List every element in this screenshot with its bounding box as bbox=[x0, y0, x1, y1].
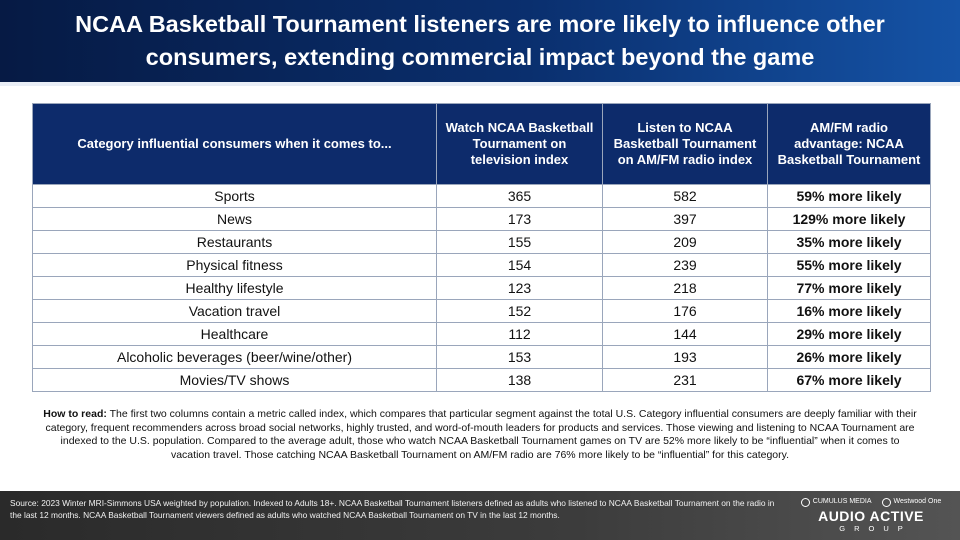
cell-radio-advantage: 67% more likely bbox=[767, 368, 931, 392]
audio-active-logo: AUDIO ACTIVE bbox=[818, 508, 924, 524]
table-row: Vacation travel 152 176 16% more likely bbox=[32, 299, 931, 323]
how-to-read-label: How to read: bbox=[43, 408, 107, 420]
cell-tv-index: 155 bbox=[436, 230, 603, 254]
table-row: Restaurants 155 209 35% more likely bbox=[32, 230, 931, 254]
cell-radio-index: 239 bbox=[602, 253, 768, 277]
cumulus-badge-icon bbox=[800, 497, 810, 507]
cell-category: Vacation travel bbox=[32, 299, 437, 323]
table-row: Healthcare 112 144 29% more likely bbox=[32, 322, 931, 346]
cell-tv-index: 154 bbox=[436, 253, 603, 277]
cell-radio-index: 582 bbox=[602, 184, 768, 208]
cumulus-logo-text: CUMULUS MEDIA bbox=[812, 498, 872, 505]
cell-tv-index: 123 bbox=[436, 276, 603, 300]
footer-bar: Source: 2023 Winter MRI-Simmons USA weig… bbox=[0, 491, 960, 540]
header-divider bbox=[0, 82, 960, 86]
table-row: Physical fitness 154 239 55% more likely bbox=[32, 253, 931, 277]
cell-radio-advantage: 129% more likely bbox=[767, 207, 931, 231]
column-header-radio-advantage: AM/FM radio advantage: NCAA Basketball T… bbox=[767, 103, 931, 185]
cell-category: Restaurants bbox=[32, 230, 437, 254]
cell-radio-index: 397 bbox=[602, 207, 768, 231]
cumulus-logo: CUMULUS MEDIA bbox=[800, 497, 872, 507]
cell-radio-advantage: 35% more likely bbox=[767, 230, 931, 254]
table-row: Sports 365 582 59% more likely bbox=[32, 184, 931, 208]
how-to-read-note: How to read: The first two columns conta… bbox=[40, 408, 920, 463]
page-title-line-2: consumers, extending commercial impact b… bbox=[145, 44, 815, 70]
cell-tv-index: 112 bbox=[436, 322, 603, 346]
cell-category: Alcoholic beverages (beer/wine/other) bbox=[32, 345, 437, 369]
column-header-radio-index: Listen to NCAA Basketball Tournament on … bbox=[602, 103, 768, 185]
table-header-row: Category influential consumers when it c… bbox=[32, 103, 931, 185]
westwood-one-badge-icon bbox=[881, 497, 891, 507]
table-row: News 173 397 129% more likely bbox=[32, 207, 931, 231]
cell-radio-advantage: 26% more likely bbox=[767, 345, 931, 369]
cell-radio-index: 144 bbox=[602, 322, 768, 346]
cell-radio-advantage: 16% more likely bbox=[767, 299, 931, 323]
table-row: Alcoholic beverages (beer/wine/other) 153… bbox=[32, 345, 931, 369]
audio-active-group-label: GROUP bbox=[839, 524, 912, 533]
cell-radio-index: 176 bbox=[602, 299, 768, 323]
page-title-line-1: NCAA Basketball Tournament listeners are… bbox=[75, 11, 885, 37]
cell-tv-index: 173 bbox=[436, 207, 603, 231]
data-table-container: Category influential consumers when it c… bbox=[32, 103, 931, 392]
cell-radio-advantage: 29% more likely bbox=[767, 322, 931, 346]
brand-logos: CUMULUS MEDIA Westwood One AUDIO ACTIVE … bbox=[796, 497, 946, 534]
cell-category: Physical fitness bbox=[32, 253, 437, 277]
influence-index-table: Category influential consumers when it c… bbox=[32, 103, 931, 392]
cell-category: Healthy lifestyle bbox=[32, 276, 437, 300]
cell-tv-index: 138 bbox=[436, 368, 603, 392]
table-row: Healthy lifestyle 123 218 77% more likely bbox=[32, 276, 931, 300]
cell-radio-index: 209 bbox=[602, 230, 768, 254]
column-header-category: Category influential consumers when it c… bbox=[32, 103, 437, 185]
westwood-one-logo-text: Westwood One bbox=[893, 498, 942, 505]
column-header-tv-index: Watch NCAA Basketball Tournament on tele… bbox=[436, 103, 603, 185]
source-note: Source: 2023 Winter MRI-Simmons USA weig… bbox=[10, 498, 775, 520]
how-to-read-text: The first two columns contain a metric c… bbox=[45, 408, 917, 462]
cell-radio-index: 218 bbox=[602, 276, 768, 300]
westwood-one-logo: Westwood One bbox=[881, 497, 942, 507]
cell-category: Healthcare bbox=[32, 322, 437, 346]
cell-radio-advantage: 59% more likely bbox=[767, 184, 931, 208]
cell-radio-index: 193 bbox=[602, 345, 768, 369]
cell-category: Sports bbox=[32, 184, 437, 208]
cell-radio-index: 231 bbox=[602, 368, 768, 392]
partner-logos: CUMULUS MEDIA Westwood One bbox=[796, 497, 946, 507]
cell-category: Movies/TV shows bbox=[32, 368, 437, 392]
cell-radio-advantage: 55% more likely bbox=[767, 253, 931, 277]
cell-radio-advantage: 77% more likely bbox=[767, 276, 931, 300]
cell-tv-index: 152 bbox=[436, 299, 603, 323]
cell-category: News bbox=[32, 207, 437, 231]
table-body: Sports 365 582 59% more likely News 173 397 129… bbox=[32, 184, 931, 392]
table-row: Movies/TV shows 138 231 67% more likely bbox=[32, 368, 931, 392]
title-banner: NCAA Basketball Tournament listeners are… bbox=[0, 0, 960, 82]
cell-tv-index: 365 bbox=[436, 184, 603, 208]
cell-tv-index: 153 bbox=[436, 345, 603, 369]
page-title: NCAA Basketball Tournament listeners are… bbox=[0, 0, 960, 74]
